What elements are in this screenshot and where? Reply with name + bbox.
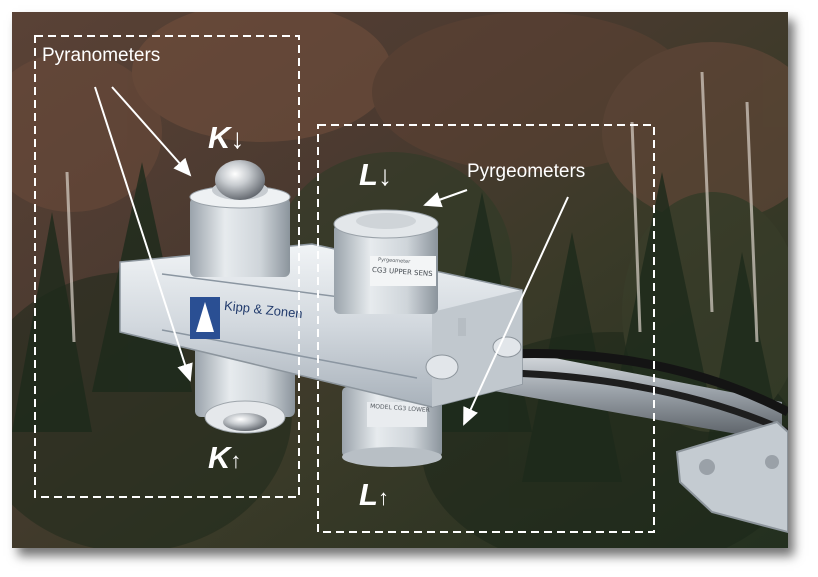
l-up-symbol: L↑ (359, 477, 389, 512)
l-down-symbol: L↓ (359, 157, 392, 192)
arrow-to-upper-pyrgeometer (423, 189, 468, 208)
arrow-to-lower-pyrgeometer (463, 196, 569, 426)
annotation-overlay (34, 35, 655, 533)
pyranometer-box (34, 35, 300, 498)
pyrgeometer-box (317, 124, 655, 533)
photo-frame: Kipp & Zonen Pyrgeometer CG3 UPPER SENS … (12, 12, 788, 548)
k-down-symbol: K↓ (208, 120, 245, 155)
pyrgeometers-label: Pyrgeometers (467, 161, 586, 182)
arrow-to-upper-pyranometer (111, 86, 192, 177)
arrow-to-lower-pyranometer (94, 86, 193, 382)
radiometer-photo (12, 12, 788, 548)
pyranometers-label: Pyranometers (42, 45, 161, 66)
k-up-symbol: K↑ (208, 440, 242, 475)
